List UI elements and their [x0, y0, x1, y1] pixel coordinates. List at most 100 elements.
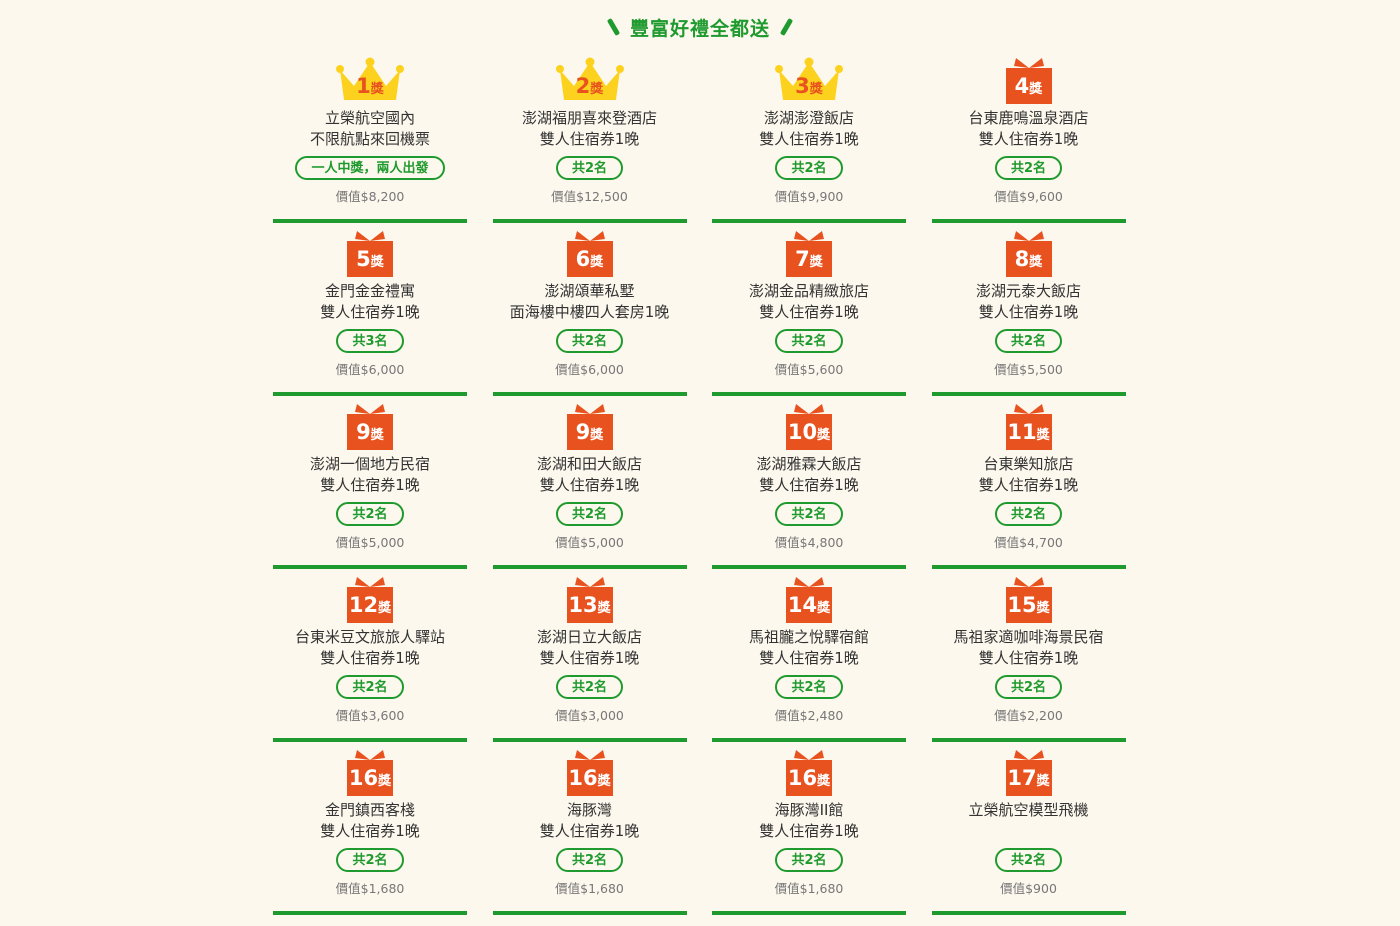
prize-card: 9獎 澎湖一個地方民宿 雙人住宿券1晚共2名價值$5,000 [273, 398, 467, 571]
prize-card: 7獎 澎湖金品精緻旅店 雙人住宿券1晚 共2名 價值$5,600 [712, 225, 906, 398]
prize-rank-number: 13 [568, 593, 598, 617]
gift-box-icon: 13獎 [493, 571, 687, 623]
card-divider [712, 219, 906, 223]
prize-name-line-1: 澎湖福朋喜來登酒店 [521, 109, 657, 127]
prize-name: 馬祖朧之悅驛宿館 雙人住宿券1晚 [712, 627, 906, 669]
prize-card: 2獎 澎湖福朋喜來登酒店 雙人住宿券1晚 共2名 價值$12,500 [492, 52, 687, 225]
gift-box-icon: 11獎 [932, 398, 1126, 450]
prize-value: 價值$12,500 [551, 189, 628, 204]
prize-rank-label: 16獎 [273, 766, 467, 794]
prize-rank-number: 9 [575, 420, 591, 444]
prize-value: 價值$3,600 [335, 708, 405, 723]
winners-count-badge: 共3名 [336, 329, 404, 353]
card-divider [492, 219, 687, 223]
prize-rank-suffix: 獎 [809, 82, 823, 97]
gift-box-icon: 17獎 [932, 744, 1126, 796]
prize-name-line-2: 雙人住宿券1晚 [759, 476, 859, 494]
prize-name: 澎湖一個地方民宿 雙人住宿券1晚 [273, 454, 467, 496]
card-divider [273, 911, 467, 915]
prize-rank-number: 6 [575, 247, 591, 271]
prize-card: 11獎 台東樂知旅店 雙人住宿券1晚 共2名 價值$4,700 [931, 398, 1126, 571]
section-header: 豐富好禮全都送 [0, 12, 1400, 42]
prize-card: 1獎 立榮航空國內 不限航點來回機票 一人中獎，兩人出發 價值$8,200 [273, 52, 467, 225]
prize-name-line-1: 立榮航空模型飛機 [968, 801, 1089, 819]
gift-box-icon: 10獎 [712, 398, 906, 450]
winners-count-badge: 共2名 [775, 675, 843, 699]
prize-rank-label: 16獎 [493, 766, 687, 794]
prize-rank-number: 7 [795, 247, 810, 271]
prize-card: 13獎 澎湖日立大飯店 雙人住宿券1晚 共2名 價值$3,000 [492, 571, 687, 744]
prize-value: 價值$5,000 [335, 535, 405, 550]
prize-name-line-2: 雙人住宿券1晚 [978, 649, 1079, 667]
prize-rank-label: 7獎 [712, 247, 906, 275]
prize-name: 海豚灣II館 雙人住宿券1晚 [712, 800, 906, 842]
prize-rank-suffix: 獎 [1036, 601, 1050, 616]
card-divider [273, 565, 467, 569]
prize-rank-suffix: 獎 [378, 774, 392, 789]
prize-name-line-1: 澎湖日立大飯店 [536, 628, 642, 646]
winners-count-badge: 共2名 [775, 848, 843, 872]
prize-rank-number: 3 [795, 74, 810, 98]
winners-count-badge: 共2名 [775, 329, 843, 353]
prize-rank-label: 6獎 [493, 247, 687, 275]
prize-name-line-1: 台東米豆文旅旅人驛站 [294, 628, 445, 646]
prize-name-line-2: 雙人住宿券1晚 [539, 822, 640, 840]
prize-value: 價值$4,800 [774, 535, 844, 550]
prize-rank-suffix: 獎 [378, 601, 392, 616]
prize-rank-number: 12 [348, 593, 379, 617]
gift-box-icon: 15獎 [932, 571, 1126, 623]
prize-name-line-1: 澎湖澎澄飯店 [763, 109, 854, 127]
card-divider [492, 392, 687, 396]
prize-card: 15獎 馬祖家適咖啡海景民宿 雙人住宿券1晚 共2名 價值$2,200 [931, 571, 1126, 744]
prize-name-line-1: 台東鹿鳴溫泉酒店 [968, 109, 1089, 127]
prize-card: 3獎 澎湖澎澄飯店 雙人住宿券1晚 共2名 價值$9,900 [712, 52, 906, 225]
winners-count-badge: 共2名 [994, 156, 1063, 180]
prize-value: 價值$9,900 [774, 189, 844, 204]
card-divider [931, 392, 1126, 396]
prize-rank-suffix: 獎 [590, 255, 604, 270]
prize-rank-label: 3獎 [712, 74, 906, 102]
prize-card: 14獎 馬祖朧之悅驛宿館 雙人住宿券1晚 共2名 價值$2,480 [712, 571, 906, 744]
prize-card: 10獎 澎湖雅霖大飯店 雙人住宿券1晚 共2名 價值$4,800 [712, 398, 906, 571]
prize-rank-label: 2獎 [493, 74, 687, 102]
prize-name: 台東樂知旅店 雙人住宿券1晚 [932, 454, 1126, 496]
gift-box-icon: 5獎 [273, 225, 467, 277]
prize-value: 價值$4,700 [994, 535, 1063, 550]
prize-name: 澎湖和田大飯店 雙人住宿券1晚 [493, 454, 687, 496]
prize-name-line-2: 雙人住宿券1晚 [978, 476, 1079, 494]
prize-name-line-2: 雙人住宿券1晚 [320, 476, 420, 494]
prize-name-line-1: 立榮航空國內 [324, 109, 415, 127]
prize-value: 價值$6,000 [335, 362, 405, 377]
prize-rank-suffix: 獎 [809, 255, 823, 270]
prize-value: 價值$1,680 [555, 881, 624, 896]
winners-count-badge: 共2名 [555, 502, 624, 526]
prize-name-line-1: 海豚灣 [566, 801, 612, 819]
prize-name: 澎湖雅霖大飯店 雙人住宿券1晚 [712, 454, 906, 496]
prize-name: 澎湖澎澄飯店 雙人住宿券1晚 [712, 108, 906, 150]
prize-rank-label: 10獎 [712, 420, 906, 448]
prize-name-line-1: 台東樂知旅店 [983, 455, 1074, 473]
card-divider [492, 738, 687, 742]
prize-rank-suffix: 獎 [597, 774, 611, 789]
winners-count-badge: 共2名 [336, 502, 404, 526]
prize-rank-suffix: 獎 [1036, 774, 1050, 789]
prize-rank-number: 16 [348, 766, 379, 790]
card-divider [712, 392, 906, 396]
prize-name-line-1: 澎湖和田大飯店 [536, 455, 642, 473]
crown-icon: 1獎 [273, 52, 467, 104]
winners-count-badge: 共2名 [555, 156, 624, 180]
prize-rank-label: 5獎 [273, 247, 467, 275]
prize-rank-label: 12獎 [273, 593, 467, 621]
prize-card: 8獎 澎湖元泰大飯店 雙人住宿券1晚 共2名 價值$5,500 [931, 225, 1126, 398]
prize-name-line-2: 雙人住宿券1晚 [320, 822, 420, 840]
gift-box-icon: 8獎 [932, 225, 1126, 277]
prize-name-line-2: 雙人住宿券1晚 [539, 476, 640, 494]
winners-count-badge: 共2名 [555, 848, 624, 872]
crown-icon: 2獎 [493, 52, 687, 104]
prize-rank-number: 11 [1007, 420, 1037, 444]
prize-rank-number: 5 [356, 247, 371, 271]
prize-name: 金門金金禮寓 雙人住宿券1晚 [273, 281, 467, 323]
gift-box-icon: 9獎 [273, 398, 467, 450]
prize-name-line-2: 雙人住宿券1晚 [978, 303, 1079, 321]
gift-box-icon: 14獎 [712, 571, 906, 623]
